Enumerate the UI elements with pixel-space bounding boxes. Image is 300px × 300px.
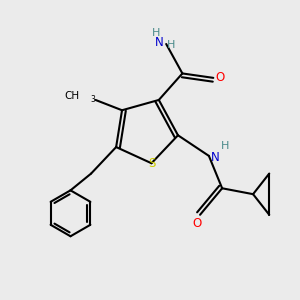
Text: H: H (167, 40, 176, 50)
Text: H: H (221, 142, 229, 152)
Text: N: N (155, 36, 164, 49)
Text: CH: CH (64, 92, 79, 101)
Text: S: S (148, 157, 155, 170)
Text: O: O (193, 217, 202, 230)
Text: H: H (152, 28, 160, 38)
Text: N: N (211, 151, 220, 164)
Text: 3: 3 (91, 94, 95, 103)
Text: O: O (215, 71, 224, 84)
